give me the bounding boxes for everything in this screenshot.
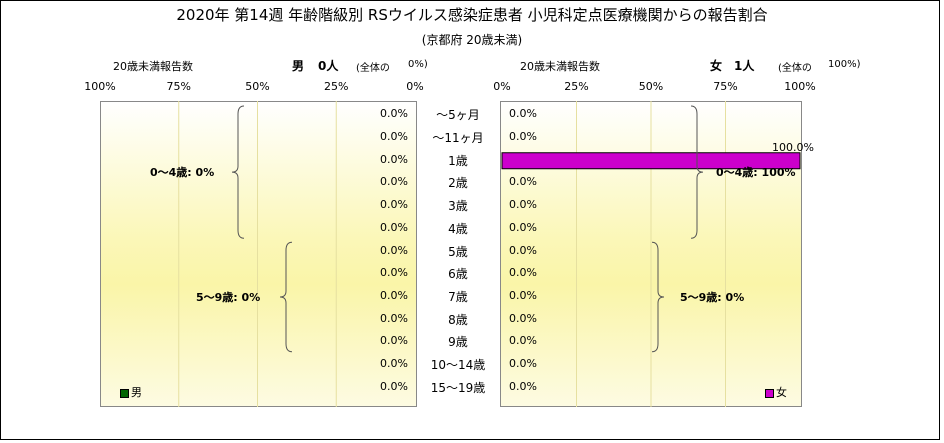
male-value-label: 0.0% — [380, 266, 408, 280]
male-value-label: 0.0% — [380, 243, 408, 257]
female-legend-swatch — [765, 388, 774, 398]
left-tick-label: 0% — [406, 80, 424, 93]
male-legend-swatch — [120, 388, 129, 398]
male-total-pct: 0%) — [408, 59, 428, 70]
right-axis-caption: 20歳未満報告数 — [520, 60, 600, 73]
right-tick-label: 25% — [564, 80, 589, 93]
female-count: 1人 — [734, 59, 755, 73]
female-value-label: 0.0% — [509, 220, 537, 234]
age-label: 5歳 — [448, 244, 468, 259]
age-label: ～5ヶ月 — [436, 108, 480, 123]
male-group-bracket — [279, 241, 293, 353]
male-group-label: 0～4歳: 0% — [150, 166, 215, 180]
male-value-label: 0.0% — [380, 130, 408, 144]
right-tick-label: 0% — [493, 80, 511, 93]
left-axis-caption: 20歳未満報告数 — [113, 60, 193, 73]
left-tick-label: 75% — [166, 80, 191, 93]
male-value-label: 0.0% — [380, 175, 408, 189]
male-value-label: 0.0% — [380, 152, 408, 166]
age-label: ～11ヶ月 — [432, 131, 484, 146]
female-heading: 女 — [710, 59, 723, 73]
female-legend-label: 女 — [776, 386, 787, 399]
female-bar — [501, 152, 801, 170]
chart-subtitle: (京都府 20歳未満) — [421, 33, 523, 47]
age-label: 1歳 — [448, 153, 468, 168]
female-value-label: 0.0% — [509, 130, 537, 144]
male-value-label: 0.0% — [380, 288, 408, 302]
male-legend: 男 — [120, 384, 142, 400]
male-group-bracket — [231, 105, 245, 239]
female-group-bracket — [690, 105, 704, 239]
age-label: 15～19歳 — [430, 380, 486, 395]
male-heading: 男 — [292, 59, 305, 73]
female-value-label: 0.0% — [509, 243, 537, 257]
female-total-pct: 100%) — [828, 59, 861, 70]
left-tick-label: 25% — [324, 80, 349, 93]
female-value-label: 0.0% — [509, 334, 537, 348]
male-value-label: 0.0% — [380, 220, 408, 234]
chart-title: 2020年 第14週 年齢階級別 RSウイルス感染症患者 小児科定点医療機関から… — [176, 6, 768, 24]
female-value-label: 0.0% — [509, 107, 537, 121]
age-label: 8歳 — [448, 312, 468, 327]
female-value-label: 100.0% — [772, 140, 814, 154]
male-total-text: (全体の — [356, 63, 390, 74]
male-value-label: 0.0% — [380, 334, 408, 348]
right-tick-label: 100% — [784, 80, 816, 93]
male-value-label: 0.0% — [380, 107, 408, 121]
age-label: 6歳 — [448, 267, 468, 282]
female-group-label: 5～9歳: 0% — [680, 290, 745, 304]
female-value-label: 0.0% — [509, 357, 537, 371]
male-value-label: 0.0% — [380, 357, 408, 371]
female-group-bracket — [651, 241, 665, 353]
age-label: 9歳 — [448, 335, 468, 350]
age-label: 4歳 — [448, 221, 468, 236]
age-label: 10～14歳 — [430, 358, 486, 373]
female-value-label: 0.0% — [509, 311, 537, 325]
male-legend-label: 男 — [131, 386, 142, 399]
female-value-label: 0.0% — [509, 266, 537, 280]
age-label: 3歳 — [448, 199, 468, 214]
female-value-label: 0.0% — [509, 175, 537, 189]
left-tick-label: 50% — [245, 80, 270, 93]
left-tick-label: 100% — [84, 80, 116, 93]
right-tick-label: 50% — [638, 80, 664, 93]
female-value-label: 0.0% — [509, 379, 537, 393]
right-tick-label: 75% — [713, 80, 738, 93]
male-group-label: 5～9歳: 0% — [196, 290, 261, 304]
female-legend: 女 — [765, 384, 787, 400]
male-value-label: 0.0% — [380, 198, 408, 212]
male-count: 0人 — [318, 59, 339, 73]
male-value-label: 0.0% — [380, 379, 408, 393]
female-group-label: 0～4歳: 100% — [716, 166, 796, 180]
female-total-text: (全体の — [778, 63, 812, 74]
female-value-label: 0.0% — [509, 198, 537, 212]
age-label: 7歳 — [448, 289, 468, 304]
male-plot-area — [100, 101, 417, 407]
female-value-label: 0.0% — [509, 288, 537, 302]
male-value-label: 0.0% — [380, 311, 408, 325]
age-label: 2歳 — [448, 176, 468, 191]
